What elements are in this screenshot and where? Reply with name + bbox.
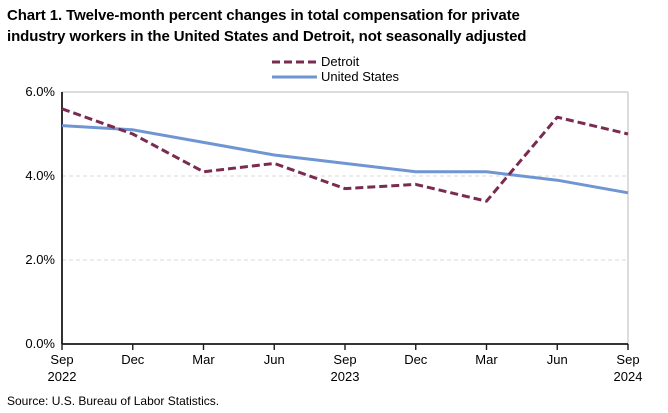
x-tick-label: Sep (616, 352, 640, 367)
chart-title-line-1: Chart 1. Twelve-month percent changes in… (7, 7, 520, 24)
x-tick-label: Mar (192, 352, 215, 367)
chart-title: Chart 1. Twelve-month percent changes in… (7, 5, 662, 47)
series-line-detroit (61, 107, 629, 203)
source-note: Source: U.S. Bureau of Labor Statistics. (7, 394, 220, 408)
x-year-label: 2023 (330, 369, 360, 384)
legend-label-detroit: Detroit (321, 54, 360, 69)
x-tick-label: Dec (404, 352, 428, 367)
series-line-united-states (61, 124, 629, 195)
x-tick-label: Dec (121, 352, 145, 367)
y-tick-label: 2.0% (25, 252, 55, 267)
chart-title-line-2: industry workers in the United States an… (7, 28, 527, 45)
x-tick-label: Sep (333, 352, 357, 367)
x-tick-label: Mar (475, 352, 498, 367)
x-year-label: 2022 (47, 369, 77, 384)
united-states-solid-line-icon (272, 75, 317, 78)
x-tick-label: Jun (546, 352, 568, 367)
y-tick-label: 4.0% (25, 168, 55, 183)
y-tick-label: 6.0% (25, 84, 55, 99)
legend-item-detroit: Detroit (272, 54, 399, 69)
legend-item-united-states: United States (272, 69, 399, 84)
chart-legend: Detroit United States (272, 54, 399, 84)
detroit-dashed-line-icon (272, 60, 317, 63)
legend-label-united-states: United States (321, 69, 400, 84)
y-tick-label: 0.0% (25, 336, 55, 351)
x-year-label: 2024 (613, 369, 643, 384)
x-tick-label: Jun (263, 352, 285, 367)
x-tick-label: Sep (50, 352, 74, 367)
